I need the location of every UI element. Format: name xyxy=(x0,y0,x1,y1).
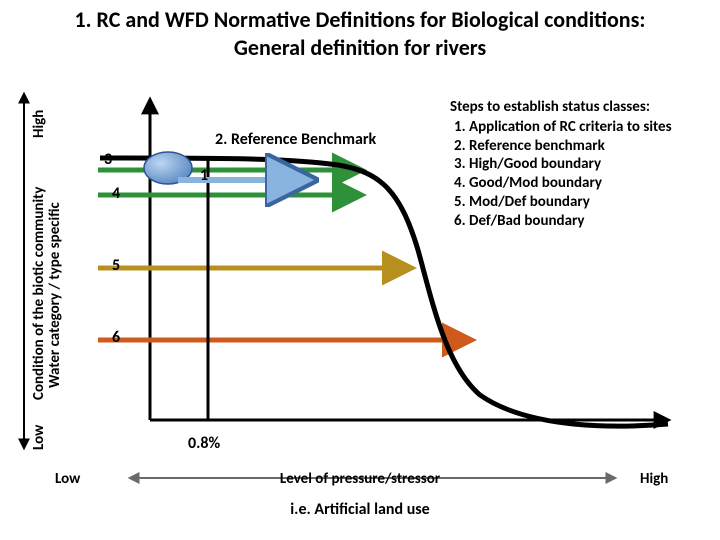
page-title: 1. RC and WFD Normative Definitions for … xyxy=(0,6,720,61)
step-item: Def/Bad boundary xyxy=(450,212,672,231)
marker-3: 3 xyxy=(104,150,112,169)
reference-benchmark-label: 2. Reference Benchmark xyxy=(215,130,376,149)
step-item: Good/Mod boundary xyxy=(450,174,672,193)
x-axis-title: Level of pressure/stressor xyxy=(0,470,720,488)
step-item: Mod/Def boundary xyxy=(450,193,672,212)
y-range-arrow-outer xyxy=(14,88,34,458)
steps-heading: Steps to establish status classes: xyxy=(450,98,672,117)
step-item: Reference benchmark xyxy=(450,137,672,156)
step-item: Application of RC criteria to sites xyxy=(450,118,672,137)
threshold-label: 0.8% xyxy=(188,434,220,453)
marker-4: 4 xyxy=(112,184,120,203)
x-axis-sub: i.e. Artificial land use xyxy=(0,500,720,519)
marker-6: 6 xyxy=(112,328,120,347)
steps-list: Application of RC criteria to sites Refe… xyxy=(450,118,672,231)
marker-5: 5 xyxy=(112,256,120,275)
steps-box: Steps to establish status classes: Appli… xyxy=(450,98,672,230)
step-item: High/Good boundary xyxy=(450,155,672,174)
marker-1: 1 xyxy=(200,166,208,185)
